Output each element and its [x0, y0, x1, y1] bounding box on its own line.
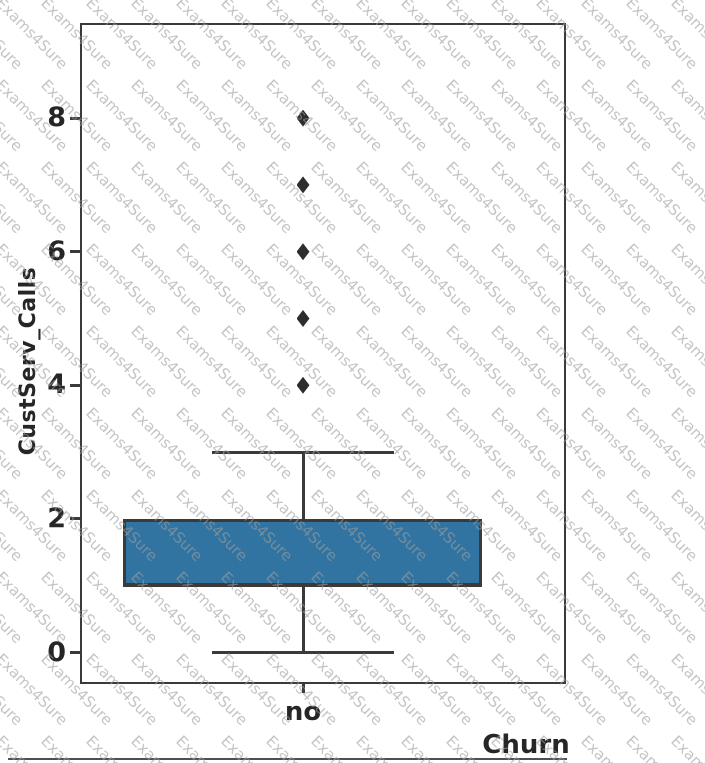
- whisker-upper: [301, 452, 305, 519]
- y-tick-label: 4: [47, 369, 66, 401]
- whisker-cap-lower: [212, 651, 394, 654]
- y-tick-mark: [70, 250, 80, 254]
- whisker-lower: [301, 585, 305, 653]
- y-tick-mark: [70, 517, 80, 521]
- median-line: [123, 583, 482, 588]
- y-tick-mark: [70, 651, 80, 654]
- y-tick-label: 0: [47, 636, 66, 668]
- y-tick-mark: [70, 383, 80, 387]
- x-tick-mark: [301, 684, 305, 693]
- plot-frame: [80, 23, 566, 684]
- outlier-point: [296, 109, 310, 127]
- y-tick-mark: [70, 116, 80, 120]
- y-tick-label: 2: [47, 502, 66, 534]
- outlier-point: [296, 376, 310, 394]
- iqr-box: [123, 518, 482, 586]
- x-tick-label: no: [284, 697, 322, 727]
- outlier-point: [296, 176, 310, 194]
- bottom-rule: [8, 758, 567, 760]
- y-tick-label: 6: [47, 235, 66, 267]
- y-tick-label: 8: [47, 102, 66, 134]
- x-axis-label: Churn: [482, 730, 570, 760]
- outlier-point: [296, 243, 310, 261]
- outlier-point: [296, 310, 310, 327]
- whisker-cap-upper: [212, 450, 394, 454]
